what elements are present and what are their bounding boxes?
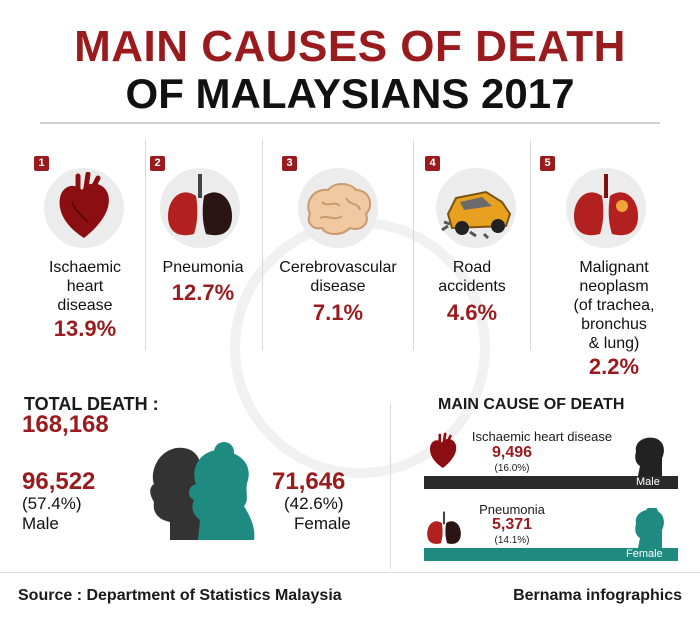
total-death-value: 168,168 xyxy=(22,411,109,438)
cause-percent-3: 7.1% xyxy=(312,300,364,325)
cause-percent-1: 13.9% xyxy=(53,316,117,341)
gender-silhouettes-icon xyxy=(150,442,255,540)
cause-name-3: Cerebrovascular disease xyxy=(279,259,397,295)
divider xyxy=(530,140,531,350)
male-main-cause: Ischaemic heart disease xyxy=(471,429,613,444)
total-death-label: TOTAL DEATH : xyxy=(24,394,159,414)
female-bar xyxy=(424,548,678,561)
male-main-cause-count: 9,496 xyxy=(491,444,533,461)
female-main-cause-percent: (14.1%) xyxy=(494,535,530,546)
title-rule xyxy=(40,122,660,124)
rank-badge-5: 5 xyxy=(540,156,555,171)
male-bar-label: Male xyxy=(636,476,660,488)
female-main-cause: Pneumonia xyxy=(479,502,545,517)
female-main-cause-count: 5,371 xyxy=(491,516,533,533)
car-crash-icon xyxy=(441,190,512,240)
divider xyxy=(390,404,391,569)
cause-name-5: Malignant neoplasm (of trachea, bronchus & l… xyxy=(573,259,655,352)
lungs-icon xyxy=(427,511,461,544)
male-silhouette-icon xyxy=(635,437,664,476)
rank-badge-4: 4 xyxy=(425,156,440,171)
male-bar xyxy=(424,476,678,489)
brain-icon xyxy=(307,183,372,235)
rank-badge-1: 1 xyxy=(34,156,49,171)
footer-source: Source : Department of Statistics Malays… xyxy=(18,587,342,604)
rank-badge-3: 3 xyxy=(282,156,297,171)
cause-percent-5: 2.2% xyxy=(588,354,640,379)
heart-icon xyxy=(59,172,109,238)
title-line-1: MAIN CAUSES OF DEATH xyxy=(74,22,626,71)
male-main-cause-percent: (16.0%) xyxy=(494,463,530,474)
cause-percent-2: 12.7% xyxy=(171,280,235,305)
female-silhouette-icon xyxy=(635,508,664,548)
footer-rule xyxy=(0,572,700,573)
divider xyxy=(145,140,146,350)
footer-credit: Bernama infographics xyxy=(513,587,682,604)
divider xyxy=(262,140,263,350)
male-count: 96,522 xyxy=(22,468,96,495)
female-count: 71,646 xyxy=(272,468,346,495)
rank-badge-2: 2 xyxy=(150,156,165,171)
heart-icon xyxy=(430,432,457,468)
female-label: Female xyxy=(294,514,351,533)
cause-percent-4: 4.6% xyxy=(446,300,498,325)
male-percent: (57.4%) xyxy=(22,494,82,513)
lungs-tumor-icon xyxy=(574,174,638,236)
lungs-icon xyxy=(168,174,232,236)
title-line-2: OF MALAYSIANS 2017 xyxy=(125,70,575,117)
main-cause-title: MAIN CAUSE OF DEATH xyxy=(438,396,625,413)
cause-name-2: Pneumonia xyxy=(162,259,244,276)
female-bar-label: Female xyxy=(626,548,663,560)
divider xyxy=(413,140,414,350)
cause-name-1: Ischaemic heart disease xyxy=(48,259,122,314)
cause-name-4: Road accidents xyxy=(438,259,506,295)
female-percent: (42.6%) xyxy=(284,494,344,513)
male-label: Male xyxy=(22,514,59,533)
